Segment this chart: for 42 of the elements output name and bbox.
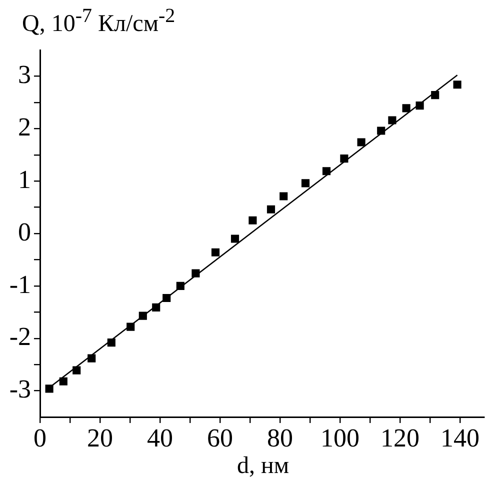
x-tick-label: 80 [267,423,293,452]
point [192,269,200,278]
point [416,102,424,110]
x-axis-title: d, нм [236,453,290,479]
x-tick-label: 60 [207,423,233,452]
point [152,303,160,312]
y-axis-title: Q, 10$^{-7}$ Кл/см$^{-2}$ [22,5,176,37]
point [230,234,240,243]
point [301,179,310,188]
point [138,312,147,320]
x-tick-label: 120 [380,423,420,452]
y-tick-label: -3 [9,374,31,404]
point [377,126,386,135]
point [357,138,366,146]
y-tick-label: -1 [9,270,31,299]
y-tick-label: -2 [9,322,31,352]
point [453,80,462,89]
point [88,354,96,362]
point [431,91,440,100]
y-tick-label: 1 [18,164,31,194]
point [322,167,331,176]
point [340,154,348,163]
point [72,366,81,374]
point [402,104,410,112]
point [280,192,288,200]
x-tick-label: 40 [147,423,173,452]
x-tick-label: 20 [87,423,113,452]
y-tick-label: 3 [18,60,31,90]
point [107,338,116,347]
point [162,294,171,302]
point [126,322,135,331]
point [248,216,257,224]
x-tick-label: 100 [320,423,360,452]
point [59,377,68,386]
point [211,248,220,256]
point [266,205,276,214]
point [176,282,184,290]
y-tick-label: 2 [18,112,31,142]
point [45,384,54,393]
y-tick-label: 0 [18,217,31,246]
point [388,116,396,124]
x-tick-label: 140 [440,423,480,452]
